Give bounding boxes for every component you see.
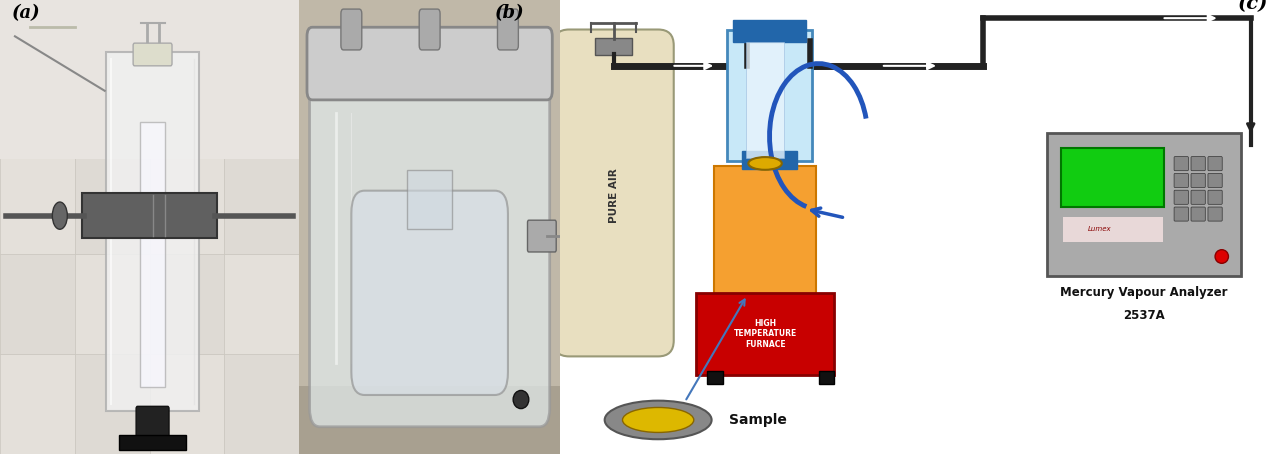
- FancyBboxPatch shape: [527, 220, 556, 252]
- Text: Lumex: Lumex: [1087, 226, 1111, 232]
- FancyBboxPatch shape: [554, 30, 673, 356]
- Bar: [224, 154, 299, 254]
- FancyBboxPatch shape: [1174, 173, 1189, 188]
- Bar: [819, 371, 834, 384]
- FancyBboxPatch shape: [120, 435, 186, 450]
- Bar: [0, 154, 75, 254]
- Bar: [299, 386, 560, 454]
- FancyBboxPatch shape: [714, 166, 816, 297]
- FancyBboxPatch shape: [1062, 148, 1164, 207]
- Bar: [224, 354, 299, 454]
- FancyBboxPatch shape: [1208, 207, 1222, 221]
- FancyBboxPatch shape: [0, 0, 299, 454]
- FancyBboxPatch shape: [136, 406, 169, 443]
- FancyBboxPatch shape: [696, 293, 834, 375]
- FancyBboxPatch shape: [1174, 157, 1189, 171]
- FancyBboxPatch shape: [419, 9, 440, 50]
- FancyBboxPatch shape: [106, 52, 199, 411]
- FancyBboxPatch shape: [309, 64, 550, 427]
- FancyBboxPatch shape: [341, 9, 362, 50]
- Ellipse shape: [1216, 250, 1228, 263]
- FancyBboxPatch shape: [1174, 190, 1189, 204]
- FancyBboxPatch shape: [742, 151, 797, 169]
- Bar: [150, 254, 224, 354]
- FancyBboxPatch shape: [1208, 173, 1222, 188]
- FancyBboxPatch shape: [1208, 190, 1222, 204]
- FancyBboxPatch shape: [307, 27, 552, 100]
- Bar: [150, 154, 224, 254]
- Ellipse shape: [749, 157, 782, 170]
- Text: (a): (a): [11, 4, 41, 22]
- Ellipse shape: [513, 390, 528, 409]
- FancyBboxPatch shape: [140, 122, 165, 387]
- Bar: [75, 354, 150, 454]
- Bar: [0, 254, 75, 354]
- Bar: [75, 154, 150, 254]
- Bar: [150, 354, 224, 454]
- Ellipse shape: [622, 408, 694, 432]
- Text: (b): (b): [495, 4, 524, 22]
- FancyBboxPatch shape: [1046, 133, 1241, 276]
- FancyBboxPatch shape: [733, 20, 806, 42]
- FancyBboxPatch shape: [83, 193, 216, 238]
- Text: Mercury Vapour Analyzer: Mercury Vapour Analyzer: [1060, 286, 1227, 299]
- Text: 2537A: 2537A: [1123, 309, 1165, 322]
- FancyBboxPatch shape: [498, 9, 518, 50]
- FancyBboxPatch shape: [1192, 190, 1206, 204]
- FancyBboxPatch shape: [351, 191, 508, 395]
- Bar: [224, 254, 299, 354]
- FancyBboxPatch shape: [727, 30, 812, 161]
- Text: HIGH
TEMPERATURE
FURNACE: HIGH TEMPERATURE FURNACE: [733, 319, 797, 349]
- FancyBboxPatch shape: [1192, 207, 1206, 221]
- Bar: [0, 354, 75, 454]
- FancyBboxPatch shape: [407, 170, 452, 229]
- Ellipse shape: [52, 202, 67, 229]
- FancyBboxPatch shape: [1192, 157, 1206, 171]
- FancyBboxPatch shape: [134, 43, 172, 66]
- FancyBboxPatch shape: [594, 38, 633, 55]
- Text: Sample: Sample: [729, 413, 787, 427]
- Ellipse shape: [605, 400, 712, 439]
- FancyBboxPatch shape: [1208, 157, 1222, 171]
- Text: (c): (c): [1237, 0, 1268, 13]
- FancyBboxPatch shape: [1063, 217, 1162, 242]
- FancyBboxPatch shape: [1192, 173, 1206, 188]
- Bar: [75, 254, 150, 354]
- Bar: [708, 371, 723, 384]
- FancyBboxPatch shape: [746, 42, 784, 158]
- FancyBboxPatch shape: [1174, 207, 1189, 221]
- Text: PURE AIR: PURE AIR: [608, 168, 619, 222]
- Bar: [0, 0, 299, 159]
